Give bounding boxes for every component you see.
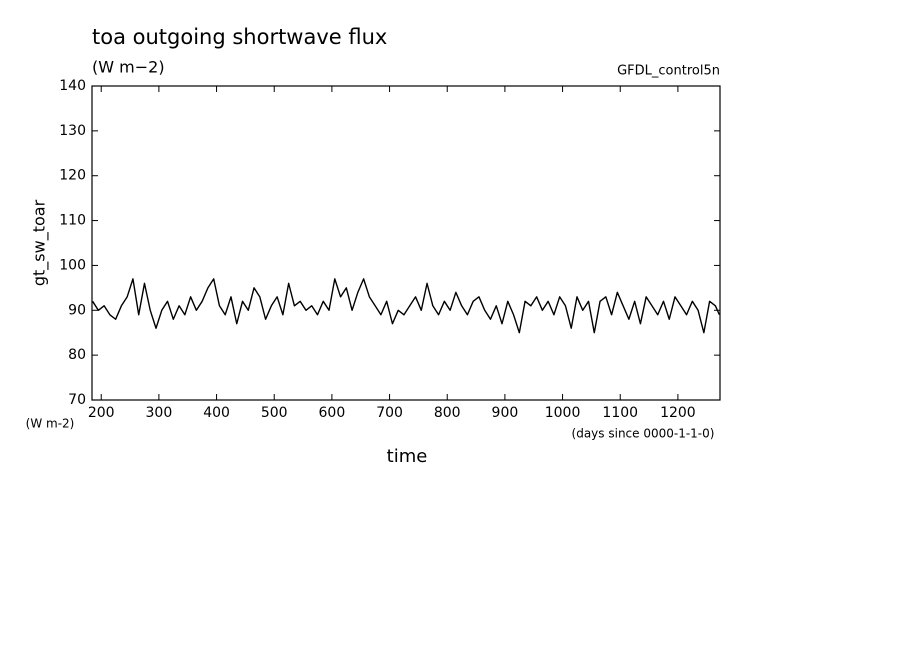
x-axis-label: time [387,446,428,467]
chart-title: toa outgoing shortwave flux [92,25,387,49]
y-tick-label: 140 [59,78,86,94]
x-tick-label: 400 [203,405,230,421]
x-tick-label: 1200 [660,405,696,421]
y-tick-label: 100 [59,257,86,273]
x-tick-label: 600 [319,405,346,421]
y-tick-label: 70 [68,392,86,408]
chart-subtitle: (W m−2) [92,58,165,77]
y-tick-label: 110 [59,213,86,229]
x-tick-label: 500 [261,405,288,421]
x-tick-label: 800 [434,405,461,421]
source-label: GFDL_control5n [617,64,720,79]
plot-frame [91,85,721,401]
x-tick-label: 300 [146,405,173,421]
x-tick-label: 700 [376,405,403,421]
data-line [91,278,721,334]
y-tick-label: 120 [59,168,86,184]
x-tick-label: 200 [88,405,115,421]
y-units: (W m-2) [26,417,75,431]
x-tick-label: 1000 [545,405,581,421]
y-tick-label: 90 [68,302,86,318]
y-axis-label: gt_sw_toar [30,199,50,286]
y-tick-label: 130 [59,123,86,139]
x-units: (days since 0000-1-1-0) [572,427,715,441]
x-tick-label: 1100 [602,405,638,421]
y-tick-label: 80 [68,347,86,363]
x-tick-label: 900 [492,405,519,421]
